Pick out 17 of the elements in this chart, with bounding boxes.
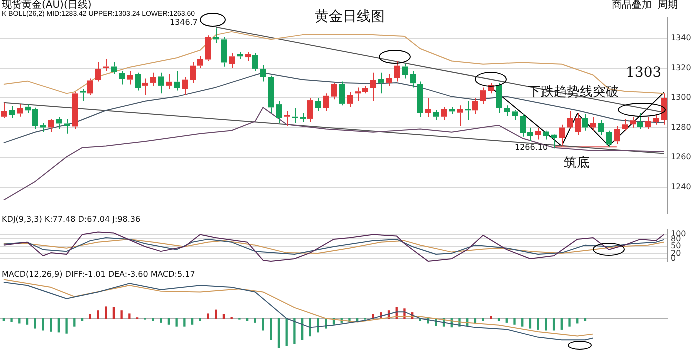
y-tick-label: 1280 (671, 122, 692, 132)
annotation: 筑底 (564, 156, 590, 172)
annotation: 1346.7 (170, 18, 198, 28)
annotation: 1303 (626, 65, 662, 82)
text: 周期 (658, 0, 678, 11)
chart-title: 黄金日线图 (314, 8, 386, 26)
text: 现货黄金(AU)(日线) (2, 0, 92, 11)
y-tick-label: 1240 (671, 182, 692, 192)
annotation: 1266.10 (515, 143, 548, 153)
y-tick-label: 100 (671, 229, 686, 238)
y-tick-label: 1320 (671, 63, 692, 72)
text: MACD(12,26,9) DIFF:-1.01 DEA:-3.60 MACD:5.17 (2, 270, 196, 280)
y-tick-label: 1340 (671, 34, 692, 43)
y-tick-label: 1260 (671, 152, 692, 162)
text: KDJ(9,3,3) K:77.48 D:67.04 J:98.36 (2, 215, 141, 225)
y-tick-label: 50 (671, 242, 682, 251)
y-tick-label: 1300 (671, 93, 692, 102)
